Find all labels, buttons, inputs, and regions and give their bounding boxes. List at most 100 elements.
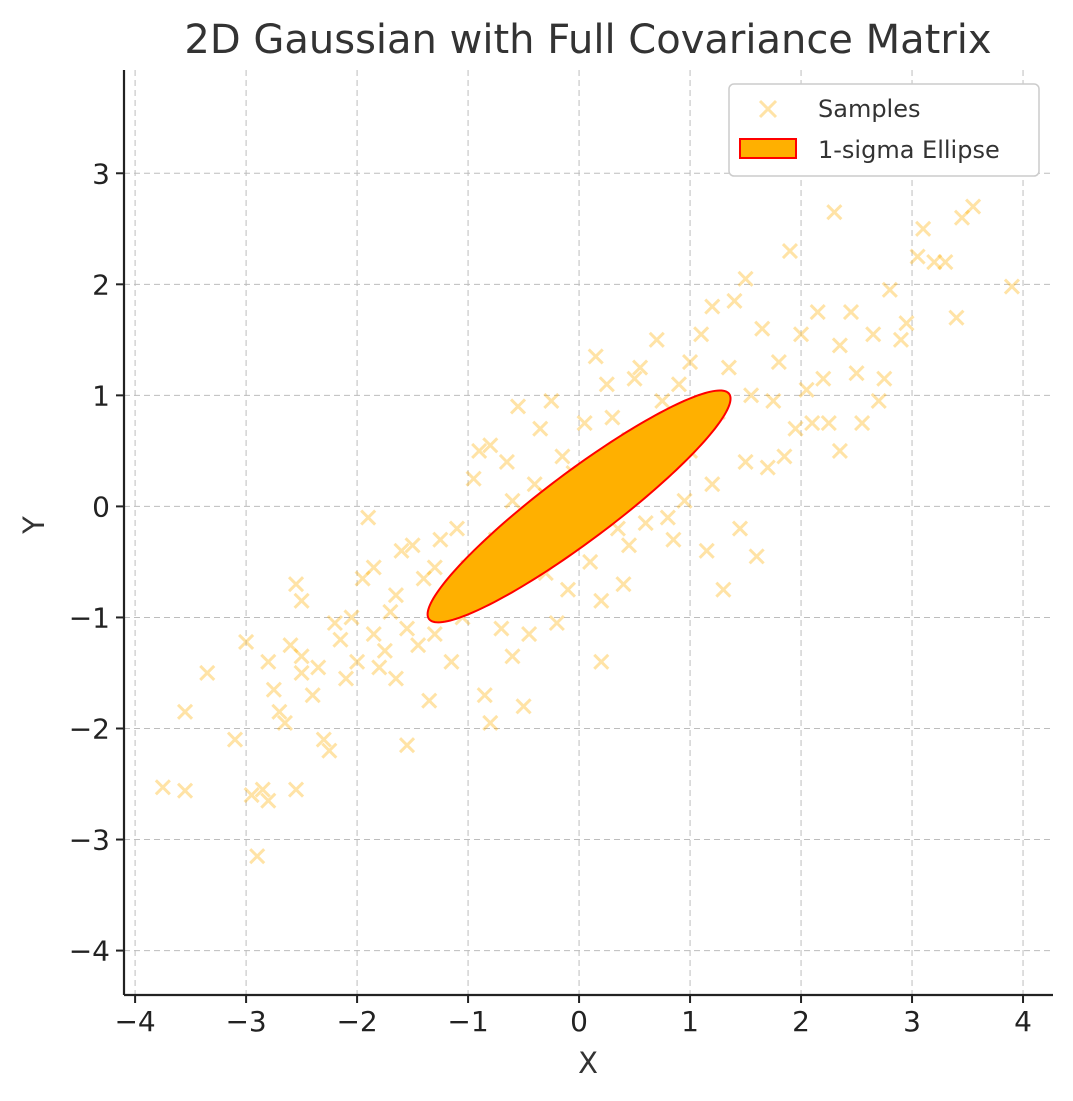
axes: −4 −3 −2 −1 0 1 2 3 4 −4 −3 −2 −1 0 1 2 3 <box>69 70 1053 1038</box>
sample-point <box>1003 278 1020 295</box>
legend-ellipse-label: 1-sigma Ellipse <box>818 136 1000 164</box>
sample-point <box>876 370 893 387</box>
y-axis-label: Y <box>17 516 51 535</box>
sample-point <box>509 398 527 415</box>
sample-point <box>587 348 604 365</box>
sample-point <box>593 653 610 670</box>
sample-point <box>704 476 721 493</box>
sample-point <box>387 587 404 604</box>
x-axis-label: X <box>578 1046 598 1080</box>
sample-point <box>792 326 810 343</box>
sample-point <box>276 714 293 732</box>
sample-point <box>321 742 338 759</box>
sample-point <box>337 670 355 687</box>
sample-point <box>659 509 676 526</box>
sample-point <box>365 626 382 643</box>
sample-point <box>870 392 887 409</box>
y-tick-label: −4 <box>69 935 110 968</box>
sample-point <box>731 520 749 537</box>
sample-point <box>293 648 310 665</box>
sample-point <box>576 415 593 432</box>
sample-point <box>410 637 427 654</box>
sample-point <box>443 653 460 670</box>
sample-point <box>698 542 715 559</box>
sample-point <box>598 376 615 393</box>
sample-point <box>471 442 488 459</box>
legend-ellipse-swatch <box>739 138 797 159</box>
sample-point <box>404 537 421 554</box>
sample-point <box>743 387 760 404</box>
sample-point <box>265 681 282 698</box>
legend-x-marker <box>758 99 778 119</box>
sample-point <box>482 714 499 732</box>
sample-point <box>365 559 382 576</box>
sample-point <box>249 848 266 865</box>
sample-point <box>593 592 610 609</box>
y-tick-label: 0 <box>92 490 110 523</box>
sample-point <box>848 365 865 382</box>
sample-point <box>737 270 754 287</box>
sample-point <box>287 781 305 798</box>
sample-point <box>915 220 932 237</box>
sample-point <box>748 548 765 565</box>
sample-point <box>831 337 848 354</box>
sample-point <box>648 331 665 348</box>
sample-point <box>504 648 521 665</box>
sample-point <box>493 620 510 637</box>
sample-point <box>809 304 826 321</box>
y-tick-label: 2 <box>92 268 110 301</box>
sample-point <box>948 309 965 326</box>
sample-point <box>515 698 532 715</box>
sample-point <box>254 781 271 798</box>
sample-point <box>465 470 482 487</box>
sample-point <box>670 376 688 393</box>
sample-point <box>482 437 499 454</box>
sample-point <box>909 248 926 265</box>
sample-point <box>726 292 743 310</box>
sample-point <box>376 642 393 659</box>
sample-point <box>349 653 366 670</box>
sample-point <box>776 448 793 465</box>
sample-point <box>226 731 244 748</box>
sample-point <box>393 542 410 559</box>
sample-point <box>371 659 388 676</box>
chart-title: 2D Gaussian with Full Covariance Matrix <box>184 17 991 63</box>
sample-point <box>898 315 915 332</box>
sample-point <box>526 476 543 493</box>
sample-point <box>770 353 787 371</box>
sample-point <box>543 392 560 409</box>
sample-point <box>665 531 682 548</box>
x-tick-label: −2 <box>336 1005 377 1038</box>
sample-point <box>293 664 310 682</box>
sample-point <box>654 392 671 409</box>
sample-point <box>260 653 277 670</box>
sample-point <box>759 459 776 476</box>
y-tick-label: −2 <box>69 712 110 745</box>
sample-point <box>881 281 898 298</box>
sample-point <box>176 703 194 720</box>
ellipse-layer <box>426 389 732 624</box>
sample-point <box>382 603 399 620</box>
sample-point <box>476 687 493 704</box>
x-tick-label: 4 <box>1014 1005 1032 1038</box>
sample-point <box>271 703 288 720</box>
sample-point <box>287 576 305 593</box>
sample-point <box>282 637 299 654</box>
sample-point <box>532 420 549 437</box>
sample-point <box>854 415 871 432</box>
legend-box <box>728 83 1040 177</box>
x-tick-label: 3 <box>903 1005 921 1038</box>
sample-point <box>715 581 732 598</box>
sample-point <box>865 326 882 343</box>
sample-point <box>398 620 416 637</box>
sample-point <box>260 792 277 809</box>
sample-point <box>620 537 638 554</box>
y-tick-label: 1 <box>92 379 110 412</box>
x-tick-label: −4 <box>114 1005 155 1038</box>
sample-point <box>798 381 815 398</box>
sample-point <box>681 353 699 371</box>
sample-point <box>926 254 943 271</box>
sample-point <box>737 453 754 471</box>
sample-point <box>238 633 255 650</box>
x-tick-label: 0 <box>570 1005 588 1038</box>
